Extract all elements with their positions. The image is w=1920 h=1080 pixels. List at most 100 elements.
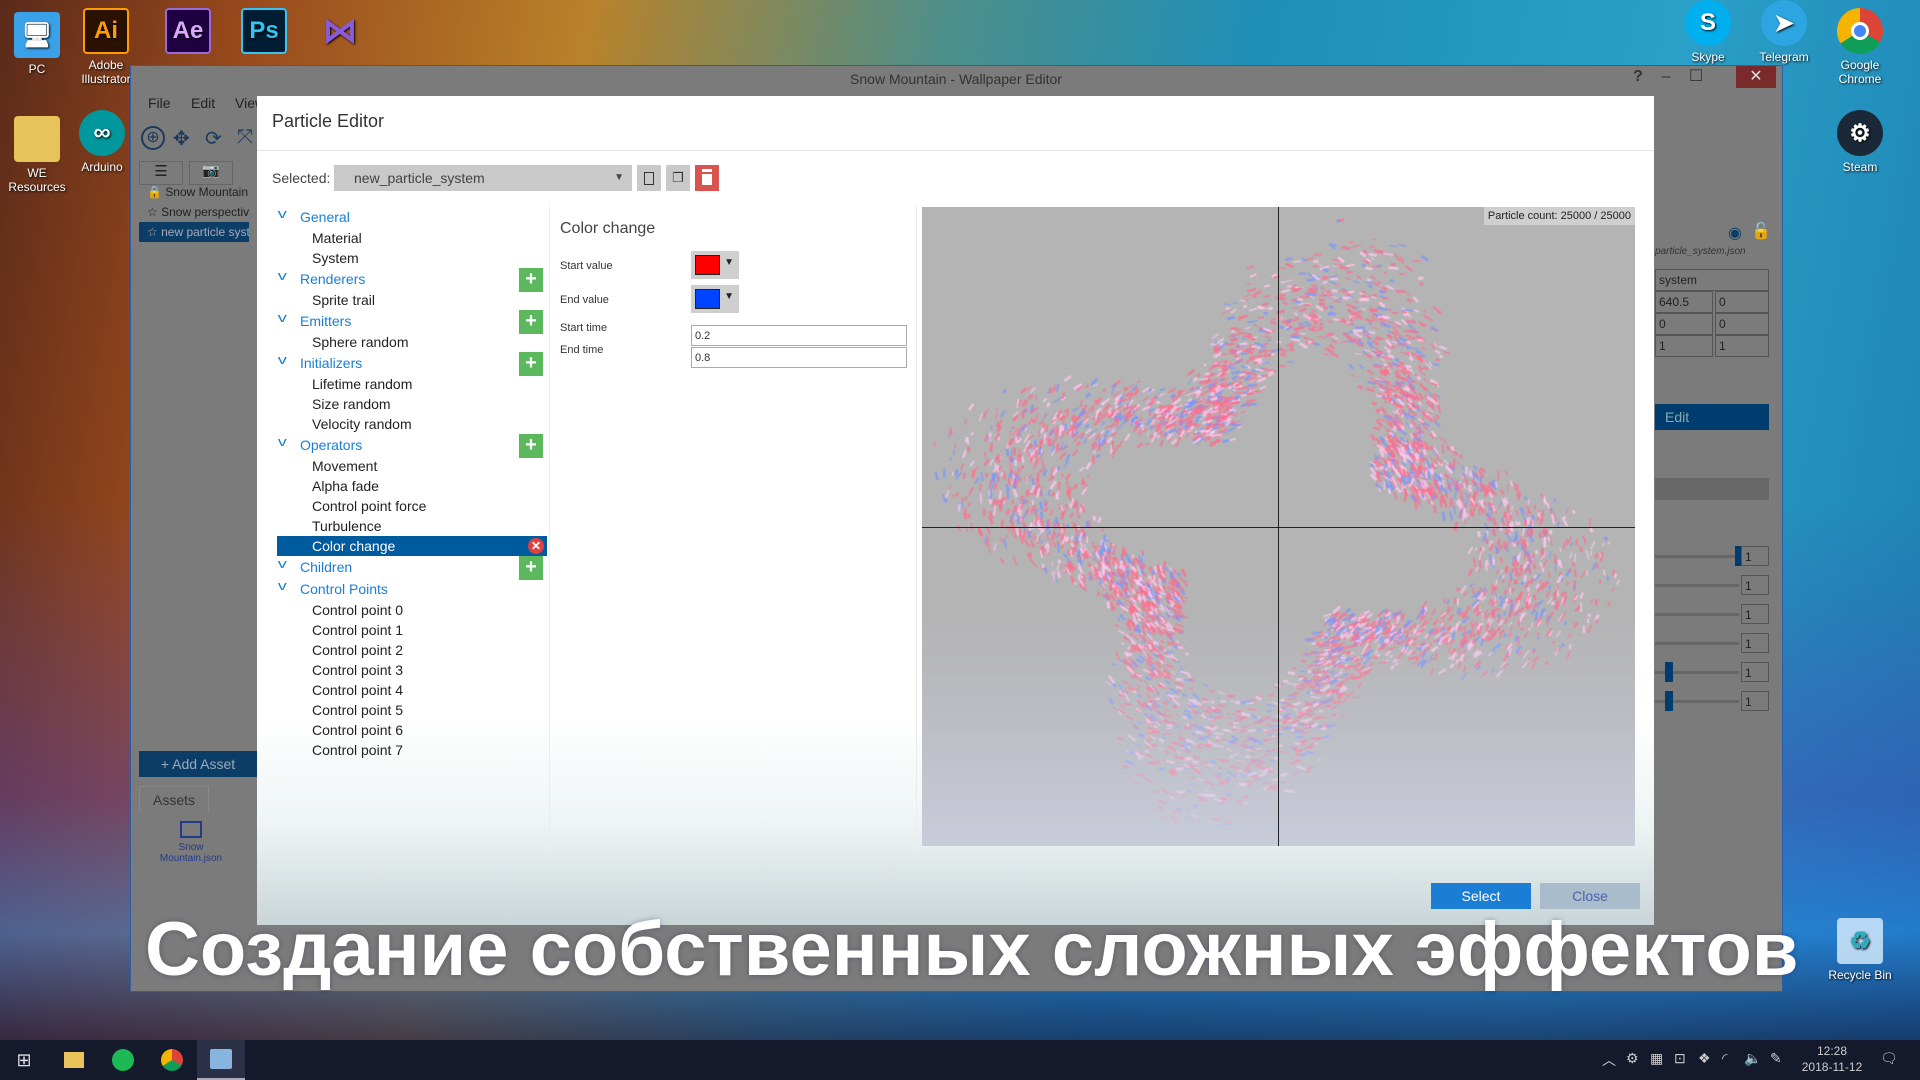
select-button[interactable]: Select — [1431, 883, 1531, 909]
chevron-down-icon[interactable]: v — [277, 206, 287, 221]
tree-item[interactable]: Movement — [312, 458, 378, 474]
add-button[interactable]: + — [519, 434, 543, 458]
assets-tab[interactable]: Assets — [139, 786, 209, 812]
desktop-icon-chrome[interactable]: Google Chrome — [1820, 8, 1900, 86]
tree-item[interactable]: Control point 2 — [312, 642, 404, 658]
slider-value-field[interactable]: 1 — [1741, 662, 1769, 682]
scene-item-snow-perspective[interactable]: ☆ Snow perspective — [147, 205, 249, 219]
slider-track[interactable] — [1655, 642, 1739, 645]
desktop-icon-pc[interactable]: 🖥 PC — [0, 12, 77, 76]
scene-item-new-particle-system[interactable]: ☆ new particle system — [139, 222, 249, 242]
dropbox-icon[interactable]: ❖ — [1698, 1050, 1711, 1066]
tree-item[interactable]: Control point 0 — [312, 602, 404, 618]
angles-y-field[interactable]: 0 — [1715, 313, 1769, 335]
unlock-icon[interactable]: 🔓 — [1751, 223, 1771, 240]
clock[interactable]: 12:28 2018-11-12 — [1800, 1043, 1864, 1075]
add-button[interactable]: + — [519, 352, 543, 376]
scene-item-snow-mountain[interactable]: 🔒 Snow Mountain — [147, 185, 248, 199]
desktop-icon-recycle-bin[interactable]: ♻ Recycle Bin — [1820, 918, 1900, 982]
origin-y-field[interactable]: 0 — [1715, 291, 1769, 313]
tree-item[interactable]: Control point 7 — [312, 742, 404, 758]
remove-icon[interactable]: ✕ — [528, 538, 544, 554]
desktop-icon-illustrator[interactable]: Ai Adobe Illustrator — [66, 8, 146, 86]
desktop-icon-skype[interactable]: S Skype — [1668, 0, 1748, 64]
close-window-button[interactable]: ✕ — [1736, 66, 1776, 88]
slider-track[interactable] — [1655, 584, 1739, 587]
start-color-picker[interactable]: ▼ — [691, 251, 739, 279]
particle-preview[interactable]: Particle count: 25000 / 25000 — [922, 207, 1635, 846]
origin-x-field[interactable]: 640.5 — [1655, 291, 1713, 313]
scale-tool-icon[interactable]: ⤧ — [237, 126, 253, 148]
add-button[interactable]: + — [519, 310, 543, 334]
select-tool-icon[interactable]: ⊕ — [141, 126, 165, 150]
visibility-eye-icon[interactable]: ◉ — [1728, 225, 1742, 242]
slider-value-field[interactable]: 1 — [1741, 633, 1769, 653]
tree-category-initializers[interactable]: v Initializers + — [277, 352, 547, 376]
slider-track[interactable] — [1655, 700, 1739, 703]
desktop-icon-photoshop[interactable]: Ps — [224, 8, 304, 58]
chevron-down-icon[interactable]: v — [277, 434, 287, 449]
new-file-button[interactable] — [637, 165, 661, 191]
tree-item[interactable]: Control point force — [312, 498, 427, 514]
tree-item[interactable]: Size random — [312, 396, 391, 412]
tree-category-emitters[interactable]: v Emitters + — [277, 310, 547, 334]
chevron-down-icon[interactable]: v — [277, 556, 287, 571]
tree-category-control-points[interactable]: v Control Points — [277, 578, 547, 600]
tree-item[interactable]: Control point 1 — [312, 622, 404, 638]
wallpaper-engine-tray-icon[interactable]: ⊡ — [1674, 1050, 1686, 1066]
show-hidden-icons-chevron-icon[interactable]: ︿ — [1602, 1052, 1616, 1068]
copy-button[interactable]: ❐ — [666, 165, 690, 191]
edit-button[interactable]: Edit — [1655, 404, 1769, 430]
slider-value-field[interactable]: 1 — [1741, 691, 1769, 711]
tree-item[interactable]: Control point 6 — [312, 722, 404, 738]
taskbar-wallpaper-engine[interactable] — [197, 1040, 245, 1080]
name-field[interactable]: system — [1655, 269, 1769, 291]
chevron-down-icon[interactable]: v — [277, 578, 287, 593]
desktop-icon-we-resources[interactable]: WE Resources — [0, 116, 77, 194]
start-time-input[interactable] — [691, 325, 907, 346]
tree-category-operators[interactable]: v Operators + — [277, 434, 547, 458]
network-icon[interactable]: ◜ — [1722, 1050, 1728, 1066]
close-button[interactable]: Close — [1540, 883, 1640, 909]
tree-item[interactable]: Control point 4 — [312, 682, 404, 698]
add-button[interactable]: + — [519, 556, 543, 580]
tree-item[interactable]: Sprite trail — [312, 292, 376, 308]
tree-item[interactable]: Lifetime random — [312, 376, 413, 392]
list-tab-icon[interactable]: ☰ — [139, 161, 183, 185]
maximize-button[interactable]: ☐ — [1688, 68, 1704, 85]
desktop-icon-steam[interactable]: ⚙ Steam — [1820, 110, 1900, 174]
desktop-icon-after-effects[interactable]: Ae — [148, 8, 228, 58]
scale-y-field[interactable]: 1 — [1715, 335, 1769, 357]
tree-item[interactable]: Sphere random — [312, 334, 409, 350]
particle-system-dropdown[interactable]: new_particle_system ▼ — [334, 165, 632, 191]
chevron-down-icon[interactable]: v — [277, 268, 287, 283]
move-tool-icon[interactable]: ✥ — [173, 128, 190, 150]
tree-item[interactable]: Material — [312, 230, 362, 246]
notifications-icon[interactable]: 🗨 — [1880, 1050, 1898, 1066]
add-asset-button[interactable]: + Add Asset — [139, 751, 257, 777]
tree-item[interactable]: Velocity random — [312, 416, 412, 432]
chevron-down-icon[interactable]: v — [277, 310, 287, 325]
tree-item[interactable]: Control point 5 — [312, 702, 404, 718]
tree-category-general[interactable]: v General — [277, 206, 547, 228]
slider-value-field[interactable]: 1 — [1741, 575, 1769, 595]
taskbar-chrome[interactable] — [148, 1040, 196, 1080]
add-button[interactable]: + — [519, 268, 543, 292]
slider-value-field[interactable]: 1 — [1741, 546, 1769, 566]
app-tray-icon[interactable]: ▦ — [1650, 1050, 1664, 1066]
slider-track[interactable] — [1655, 555, 1739, 558]
rotate-tool-icon[interactable]: ⟳ — [205, 128, 222, 150]
desktop-icon-visual-studio[interactable]: ⋈ — [300, 8, 380, 58]
start-button[interactable]: ⊞ — [0, 1040, 48, 1080]
slider-value-field[interactable]: 1 — [1741, 604, 1769, 624]
slider-track[interactable] — [1655, 671, 1739, 674]
pen-icon[interactable]: ✎ — [1770, 1050, 1782, 1066]
menu-file[interactable]: File — [148, 95, 171, 111]
tree-item[interactable]: Color change ✕ — [277, 536, 547, 556]
scale-x-field[interactable]: 1 — [1655, 335, 1713, 357]
help-button[interactable]: ? — [1633, 68, 1643, 85]
end-color-picker[interactable]: ▼ — [691, 285, 739, 313]
volume-icon[interactable]: 🔈 — [1744, 1050, 1762, 1066]
camera-tab-icon[interactable]: 📷 — [189, 161, 233, 185]
tree-item[interactable]: Alpha fade — [312, 478, 379, 494]
